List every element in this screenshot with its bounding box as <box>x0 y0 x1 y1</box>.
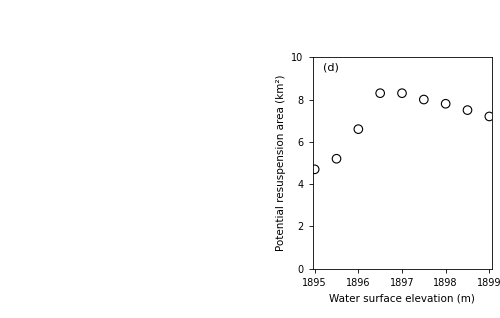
Y-axis label: Potential resuspension area (km²): Potential resuspension area (km²) <box>276 75 285 251</box>
Point <box>464 107 471 113</box>
Point <box>310 167 318 172</box>
Point <box>354 127 362 132</box>
Point <box>332 156 340 161</box>
Point <box>420 97 428 102</box>
Point <box>486 114 494 119</box>
Text: (d): (d) <box>323 63 339 73</box>
Point <box>398 91 406 96</box>
Point <box>442 101 450 106</box>
X-axis label: Water surface elevation (m): Water surface elevation (m) <box>329 293 475 303</box>
Point <box>376 91 384 96</box>
